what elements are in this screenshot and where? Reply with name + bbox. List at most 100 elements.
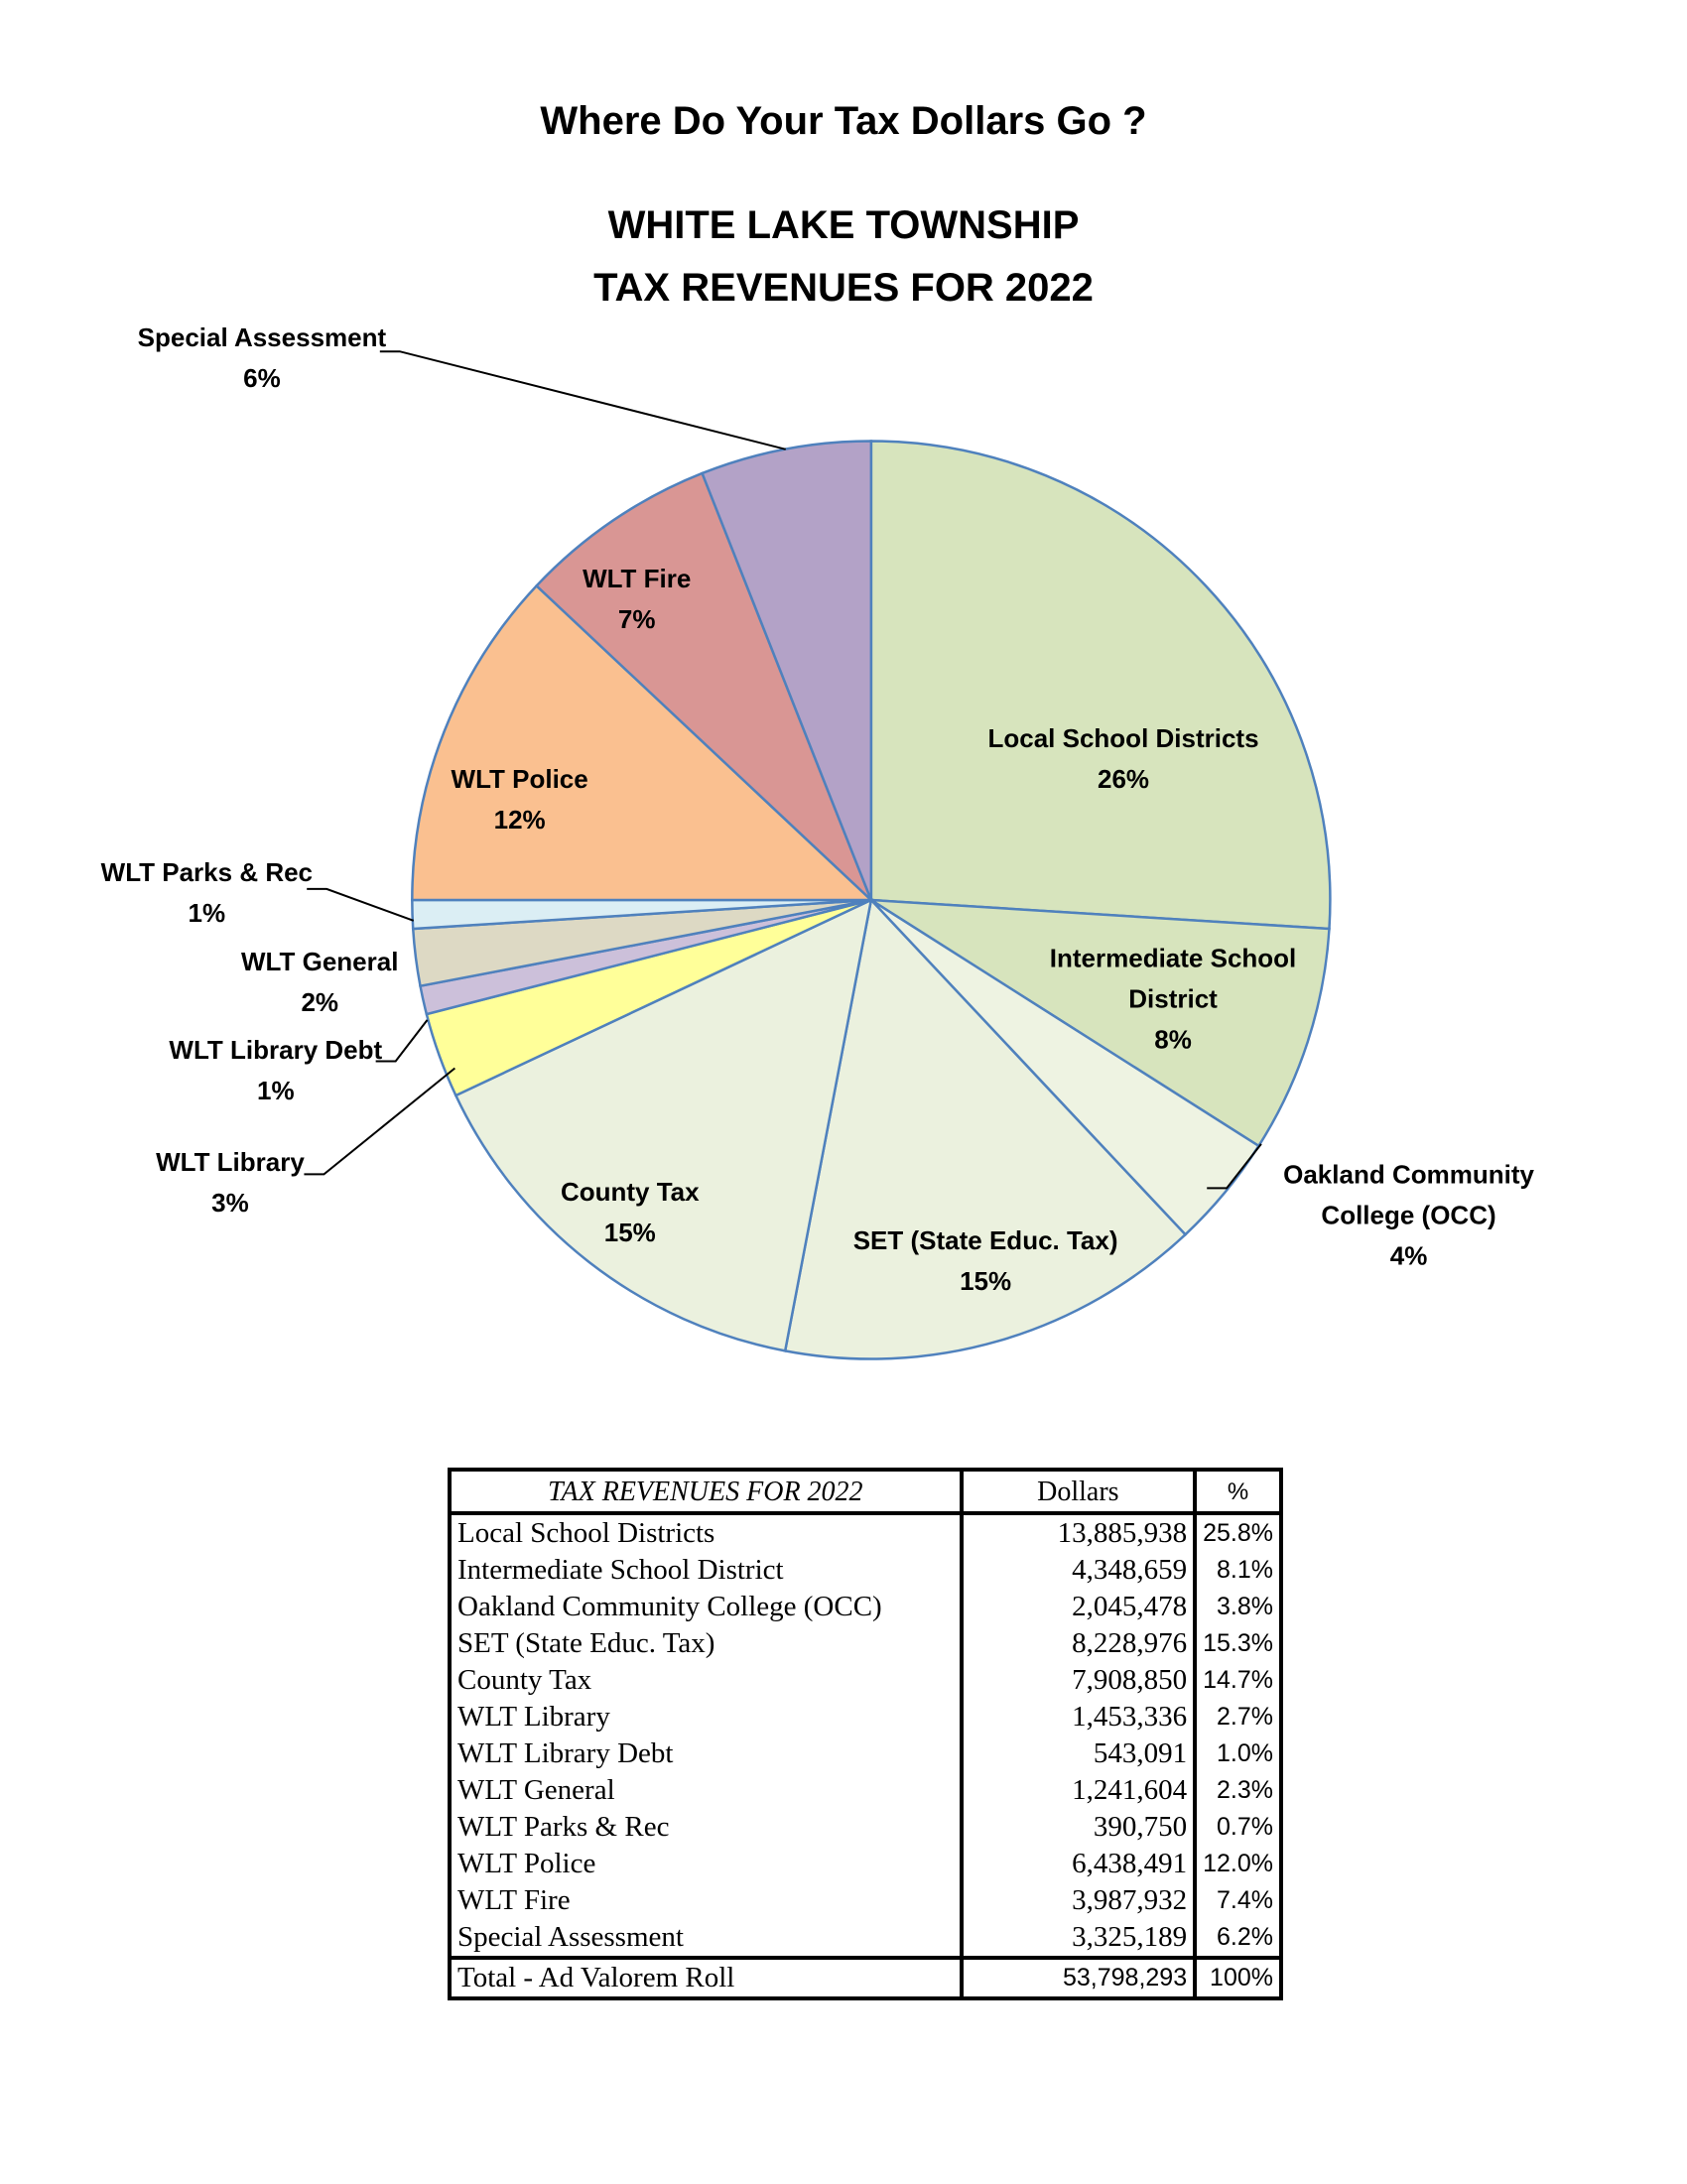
row-percent: 0.7% [1217,1813,1273,1841]
slice-value-label: 3% [211,1187,249,1218]
slice-category: WLT Police [451,763,588,794]
row-dollars: 3,987,932 [961,1882,1198,1919]
row-dollars: 6,438,491 [961,1846,1198,1882]
column-header: % [1195,1470,1281,1515]
row-name: Local School Districts [450,1513,964,1552]
slice-label: WLT Library Debt 1% [127,1030,425,1111]
row-name: County Tax [450,1662,964,1699]
row-percent: 6.2% [1217,1923,1273,1951]
table-row: WLT Police 6,438,491 12.0% [450,1846,1281,1882]
row-dollars: 543,091 [961,1735,1198,1772]
row-name: Special Assessment [450,1919,964,1958]
row-percent: 2.3% [1217,1776,1273,1804]
slice-category: SET (State Educ. Tax) [852,1224,1118,1255]
slice-value-label: 15% [960,1265,1012,1296]
slice-category: Local School Districts [987,723,1259,754]
table-row: County Tax 7,908,850 14.7% [450,1662,1281,1699]
table-row: Intermediate School District 4,348,659 8.1… [450,1552,1281,1589]
row-percent: 14.7% [1203,1666,1273,1694]
row-dollars: 3,325,189 [961,1919,1198,1958]
row-percent: 25.8% [1203,1519,1273,1547]
slice-category: Special Assessment [137,322,387,353]
leader-line [307,887,415,922]
table-row: WLT General 1,241,604 2.3% [450,1772,1281,1809]
slice-label: SET (State Educ. Tax) 15% [787,1220,1184,1302]
table-title: TAX REVENUES FOR 2022 [450,1470,964,1515]
leader-line [304,1067,455,1176]
row-dollars: 390,750 [961,1809,1198,1846]
row-name: WLT Fire [450,1882,964,1919]
chart-subtitle: TAX REVENUES FOR 2022 [593,266,1094,310]
slice-label: WLT Library 3% [81,1142,379,1223]
row-name: Intermediate School District [450,1552,964,1589]
chart-subtitle: WHITE LAKE TOWNSHIP [607,203,1080,247]
pie-slice [870,898,1331,1148]
row-percent: 8.1% [1217,1556,1273,1584]
row-name: WLT Library [450,1699,964,1735]
row-name: WLT Police [450,1846,964,1882]
chart-title: Where Do Your Tax Dollars Go ? [540,99,1147,143]
slice-category: WLT Library [156,1146,305,1177]
slice-value-label: 2% [301,987,339,1018]
table-row: WLT Library Debt 543,091 1.0% [450,1735,1281,1772]
slice-label: Local School Districts 26% [915,718,1332,800]
total-dollars: 53,798,293 [961,1956,1198,1998]
slice-value-label: 7% [617,604,656,635]
pie-slice [869,440,1332,931]
leader-line [379,350,786,450]
slice-label: WLT Parks & Rec 1% [58,852,355,934]
slice-category: WLT Library Debt [169,1035,383,1066]
slice-value-label: 1% [257,1076,295,1106]
table-row: WLT Library 1,453,336 2.7% [450,1699,1281,1735]
row-dollars: 1,241,604 [961,1772,1198,1809]
slice-value-label: 8% [1154,1024,1192,1055]
leader-line [1207,1143,1262,1190]
row-percent: 2.7% [1217,1703,1273,1731]
row-percent: 7.4% [1217,1886,1273,1914]
slice-category: County Tax [560,1177,700,1208]
total-name: Total - Ad Valorem Roll [450,1956,964,1998]
row-dollars: 7,908,850 [961,1662,1198,1699]
table-total-row: Total - Ad Valorem Roll 53,798,293 100% [450,1956,1281,1998]
row-dollars: 13,885,938 [961,1513,1198,1552]
row-name: WLT Parks & Rec [450,1809,964,1846]
row-dollars: 2,045,478 [961,1589,1198,1625]
row-name: SET (State Educ. Tax) [450,1625,964,1662]
table-row: Local School Districts 13,885,938 25.8% [450,1513,1281,1552]
slice-value-label: 15% [603,1218,656,1248]
slice-label: WLT Fire 7% [488,559,786,640]
table-row: SET (State Educ. Tax) 8,228,976 15.3% [450,1625,1281,1662]
slice-label: Oakland Community College (OCC) 4% [1260,1155,1558,1277]
pie-slice [783,897,1188,1360]
pie-slice [411,583,875,902]
slice-category: Intermediate School District [1049,943,1297,1014]
slice-value-label: 4% [1389,1240,1428,1271]
table-row: Special Assessment 3,325,189 6.2% [450,1919,1281,1958]
slice-label: Special Assessment 6% [103,318,421,399]
slice-category: Oakland Community College (OCC) [1283,1159,1534,1230]
slice-label: Intermediate School District 8% [1024,939,1322,1061]
row-percent: 15.3% [1203,1629,1273,1657]
column-header: Dollars [961,1470,1198,1515]
table-header-row: TAX REVENUES FOR 2022 Dollars% [450,1470,1281,1515]
slice-value-label: 1% [188,898,226,929]
row-name: WLT Library Debt [450,1735,964,1772]
row-name: Oakland Community College (OCC) [450,1589,964,1625]
table-row: Oakland Community College (OCC) 2,045,478… [450,1589,1281,1625]
row-percent: 12.0% [1203,1850,1273,1877]
slice-value-label: 12% [493,804,546,835]
row-percent: 1.0% [1217,1739,1273,1767]
row-dollars: 8,228,976 [961,1625,1198,1662]
revenue-table: TAX REVENUES FOR 2022 Dollars% Local Schoo… [448,1468,1283,2000]
slice-label: County Tax 15% [481,1172,779,1253]
total-percent: 100% [1195,1956,1281,1998]
slice-value-label: 26% [1098,764,1150,795]
pie-slice [454,897,873,1352]
pie-slice [534,471,873,901]
row-percent: 3.8% [1217,1593,1273,1620]
row-name: WLT General [450,1772,964,1809]
table-row: WLT Fire 3,987,932 7.4% [450,1882,1281,1919]
slice-value-label: 6% [243,363,281,394]
